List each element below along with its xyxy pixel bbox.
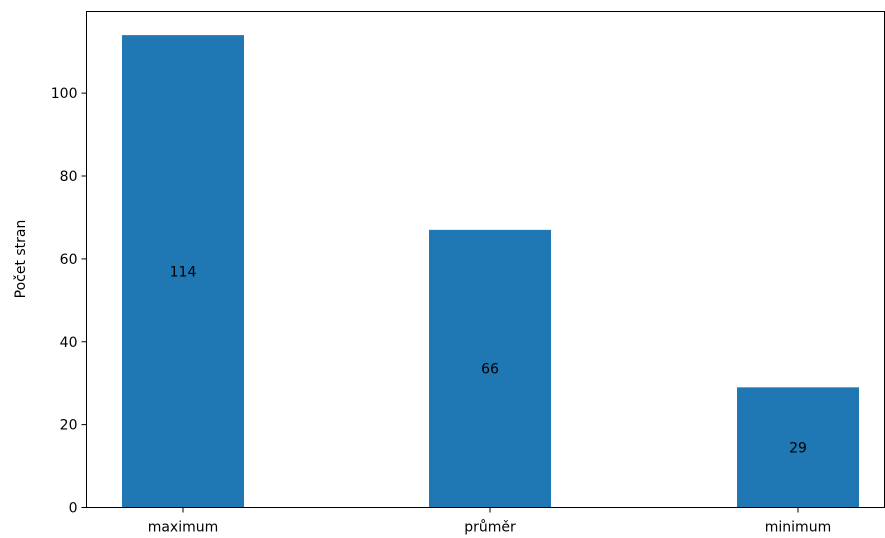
x-tick-label: průměr	[464, 520, 516, 536]
y-tick-label: 0	[69, 501, 78, 517]
y-axis: 0 20 40 60 80 100	[51, 86, 87, 517]
y-tick-label: 60	[60, 252, 78, 268]
y-tick-label: 80	[60, 169, 78, 185]
bar-series	[122, 35, 859, 508]
bar-0	[122, 35, 244, 508]
x-axis: maximum průměr minimum	[148, 507, 831, 536]
y-tick-label: 20	[60, 418, 78, 434]
bar-value-label: 114	[170, 264, 197, 280]
x-tick-label: minimum	[765, 520, 831, 536]
bar-value-label: 29	[789, 440, 807, 456]
bar-1	[429, 229, 551, 508]
x-tick-label: maximum	[148, 520, 219, 536]
bar-value-label: 66	[481, 362, 499, 378]
y-axis-label: Počet stran	[13, 220, 29, 299]
y-tick-label: 100	[51, 86, 78, 102]
y-tick-label: 40	[60, 335, 78, 351]
data-labels: 114 66 29	[170, 264, 807, 456]
bar-2	[737, 387, 859, 508]
